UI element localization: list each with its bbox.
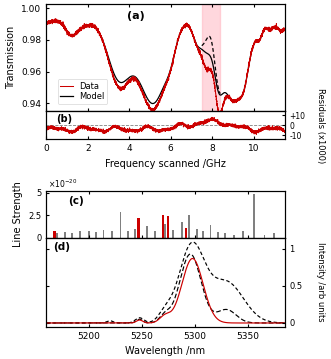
Text: (a): (a) — [127, 11, 145, 21]
Bar — [224, 233, 226, 238]
Bar — [185, 228, 187, 238]
Model — [278, 28, 282, 33]
Bar — [263, 235, 265, 238]
Bar — [253, 194, 255, 238]
Bar — [202, 4, 220, 111]
Bar — [103, 230, 105, 238]
Bar — [54, 230, 56, 238]
Bar — [79, 232, 81, 238]
Bar — [233, 235, 235, 238]
Data — [283, 27, 287, 32]
Bar — [217, 232, 219, 238]
Bar — [127, 230, 129, 238]
Bar — [167, 216, 169, 238]
Bar — [162, 215, 164, 238]
Bar — [95, 232, 97, 238]
Bar — [155, 232, 156, 238]
Text: $\times 10^{-20}$: $\times 10^{-20}$ — [48, 178, 77, 191]
Bar — [146, 226, 148, 238]
Data — [253, 39, 257, 44]
Model — [151, 101, 155, 106]
Bar — [134, 229, 136, 238]
Model — [44, 21, 48, 25]
Bar — [196, 229, 198, 238]
Bar — [111, 232, 113, 238]
Line: Data: Data — [46, 19, 285, 116]
Bar — [202, 230, 204, 238]
Data — [53, 17, 57, 21]
Text: (c): (c) — [68, 196, 83, 206]
Model — [71, 33, 75, 38]
Y-axis label: Line Strength: Line Strength — [13, 181, 23, 247]
Data — [218, 114, 222, 118]
Bar — [181, 222, 183, 238]
Bar — [164, 224, 166, 238]
Bar — [71, 233, 73, 238]
Bar — [188, 215, 190, 238]
Text: (d): (d) — [54, 242, 71, 252]
X-axis label: Frequency scanned /GHz: Frequency scanned /GHz — [105, 159, 226, 169]
Data — [136, 82, 140, 87]
Data — [86, 23, 90, 27]
Data — [44, 20, 48, 25]
Bar — [172, 230, 174, 238]
Data — [71, 34, 75, 38]
Model — [53, 19, 57, 23]
Bar — [88, 230, 90, 238]
Bar — [210, 225, 212, 238]
Model — [283, 27, 287, 32]
Text: (b): (b) — [56, 114, 72, 124]
Bar — [119, 212, 121, 238]
Model — [146, 98, 150, 102]
Data — [146, 103, 150, 108]
Line: Model: Model — [46, 21, 285, 103]
Legend: Data, Model: Data, Model — [58, 79, 107, 104]
Bar — [137, 218, 140, 238]
Model — [136, 78, 140, 82]
Y-axis label: Intensity /arb units: Intensity /arb units — [316, 242, 325, 322]
Model — [86, 23, 90, 28]
Bar — [273, 233, 275, 238]
Bar — [56, 233, 58, 238]
Data — [278, 28, 282, 32]
Bar — [65, 232, 66, 238]
X-axis label: Wavelength /nm: Wavelength /nm — [125, 346, 206, 356]
Y-axis label: Transmission: Transmission — [6, 26, 16, 89]
Model — [253, 41, 257, 45]
Bar — [242, 232, 244, 238]
Y-axis label: Residuals (x1000): Residuals (x1000) — [316, 88, 325, 163]
